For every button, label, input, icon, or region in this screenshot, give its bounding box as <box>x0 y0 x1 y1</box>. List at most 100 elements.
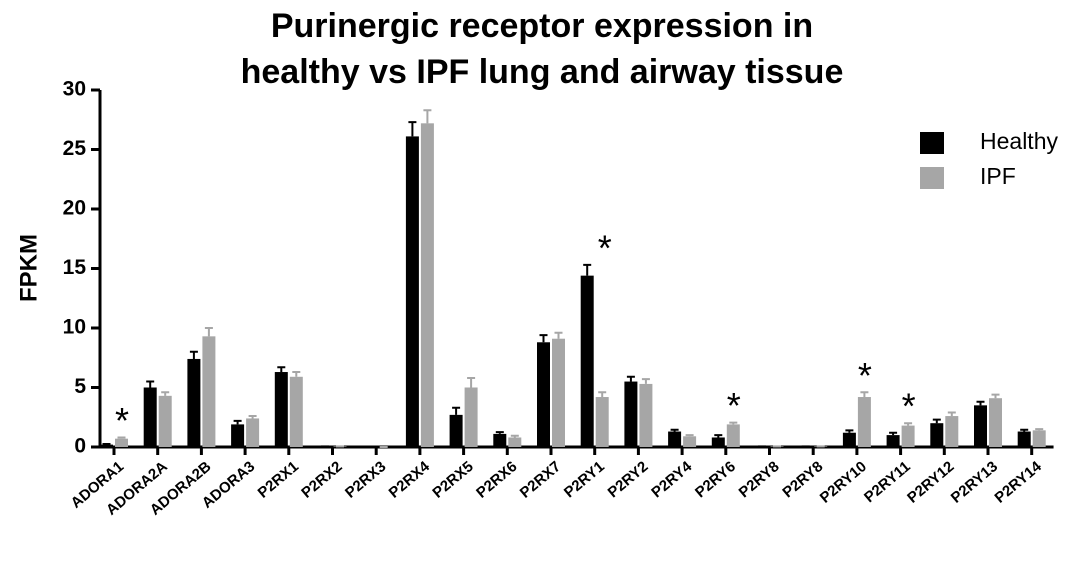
bar <box>493 433 507 447</box>
bar <box>158 395 172 447</box>
error-bar <box>248 415 257 419</box>
x-tick-label: P2RY14 <box>992 458 1046 507</box>
x-tick-label: P2RY10 <box>817 458 870 507</box>
error-bar <box>146 380 155 388</box>
error-bar <box>583 263 592 276</box>
y-tick-label: 15 <box>63 256 87 279</box>
bar <box>711 437 725 447</box>
x-tick-label: P2RX3 <box>342 458 389 502</box>
bar <box>857 397 871 447</box>
legend-label: IPF <box>980 163 1016 189</box>
error-bar <box>204 327 213 337</box>
x-tick-label: P2RX4 <box>386 458 434 502</box>
bar <box>115 438 128 447</box>
x-tick-label: P2RY13 <box>948 458 1001 507</box>
chart-title: Purinergic receptor expression in <box>271 7 813 45</box>
bar <box>901 425 915 447</box>
error-bar <box>189 350 198 359</box>
error-bar <box>161 391 170 396</box>
error-bar <box>102 443 111 446</box>
y-tick-label: 5 <box>74 375 86 398</box>
legend-swatch <box>920 132 944 154</box>
error-bar <box>117 436 126 439</box>
error-bar <box>539 334 548 343</box>
significance-marker: * <box>858 355 872 396</box>
error-bar <box>904 422 913 426</box>
x-tick-label: P2RX2 <box>298 458 345 502</box>
bar <box>930 423 944 447</box>
bar <box>202 336 216 447</box>
bar <box>508 437 522 447</box>
significance-marker: * <box>902 386 916 427</box>
x-tick-label: P2RX6 <box>473 458 520 502</box>
error-bar <box>277 366 286 373</box>
bar <box>945 416 959 447</box>
bar <box>624 381 638 447</box>
bar <box>842 432 856 447</box>
error-bar <box>598 391 607 398</box>
error-bar <box>1020 428 1029 432</box>
x-tick-label: P2RY12 <box>904 458 957 507</box>
error-bar <box>408 121 417 137</box>
bar <box>595 397 609 447</box>
y-tick-label: 10 <box>63 316 86 339</box>
legend-label: Healthy <box>980 128 1058 154</box>
bar <box>1017 431 1031 447</box>
bar <box>143 387 157 447</box>
x-tick-label: P2RX1 <box>255 458 302 502</box>
x-tick-label: P2RY8 <box>736 458 783 501</box>
significance-marker: * <box>115 400 129 441</box>
y-tick-label: 0 <box>74 435 86 458</box>
x-tick-label: P2RY2 <box>605 458 652 501</box>
error-bar <box>860 391 869 398</box>
bar <box>639 383 653 447</box>
y-tick-label: 30 <box>63 78 86 101</box>
bar <box>886 435 900 447</box>
error-bar <box>554 331 563 339</box>
bar <box>580 275 594 447</box>
x-tick-label: P2RY1 <box>561 458 608 501</box>
x-tick-label: P2RY4 <box>648 458 695 502</box>
significance-marker: * <box>727 385 741 426</box>
error-bar <box>626 375 635 382</box>
error-bar <box>714 434 723 438</box>
bar <box>989 398 1002 447</box>
error-bar <box>947 411 956 417</box>
error-bar <box>932 418 941 424</box>
bar <box>683 436 697 447</box>
error-bar <box>1035 428 1044 431</box>
bar <box>187 358 201 447</box>
error-bar <box>292 371 301 377</box>
bar <box>974 405 987 447</box>
error-bar <box>991 393 1000 399</box>
bar <box>231 424 245 447</box>
x-tick-label: P2RY11 <box>861 458 914 506</box>
error-bar <box>641 378 650 384</box>
error-bar <box>233 419 242 425</box>
bar <box>420 123 434 447</box>
error-bar <box>467 376 476 388</box>
bar <box>289 376 303 447</box>
error-bar <box>976 400 985 406</box>
error-bar <box>452 406 461 415</box>
bar <box>405 136 419 447</box>
bar <box>464 387 478 447</box>
error-bar <box>729 421 738 425</box>
error-bar <box>670 428 679 432</box>
bar <box>100 444 113 447</box>
y-tick-label: 25 <box>63 137 87 160</box>
error-bar <box>510 434 519 438</box>
x-tick-label: P2RX7 <box>517 458 564 502</box>
y-tick-label: 20 <box>63 197 86 220</box>
bar <box>1032 430 1046 447</box>
bar <box>552 338 565 447</box>
error-bar <box>423 109 432 124</box>
chart-title: healthy vs IPF lung and airway tissue <box>241 53 844 91</box>
error-bar <box>889 431 898 436</box>
bar <box>449 414 463 447</box>
x-tick-label: P2RY6 <box>692 458 739 501</box>
bar <box>246 418 260 447</box>
bar <box>668 431 682 447</box>
error-bar <box>685 434 694 437</box>
